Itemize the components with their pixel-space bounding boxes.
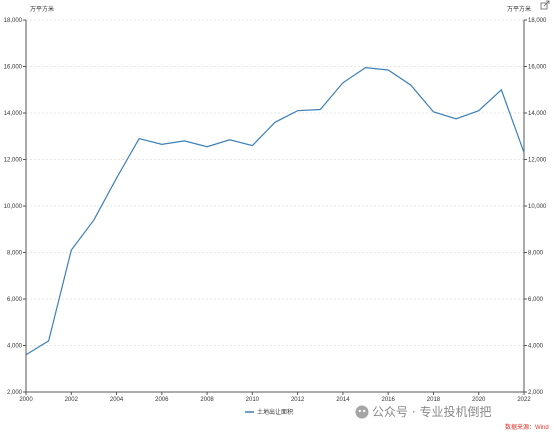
x-tick-label: 2002 [65, 397, 79, 403]
legend-label: 土地出让面积 [257, 408, 293, 416]
y-tick-label-right: 12,000 [528, 158, 547, 164]
y-tick-label-left: 16,000 [4, 65, 23, 71]
y-tick-label-left: 10,000 [4, 204, 23, 210]
y-tick-label-right: 10,000 [528, 204, 547, 210]
y-tick-label-left: 8,000 [7, 251, 23, 257]
y-tick-label-right: 8,000 [528, 251, 544, 257]
x-tick-label: 2004 [110, 397, 124, 403]
axes [23, 19, 527, 395]
source-note: 数据来源：Wind [505, 423, 549, 431]
y-tick-label-right: 16,000 [528, 65, 547, 71]
x-tick-label: 2012 [291, 397, 305, 403]
grid [26, 19, 524, 346]
x-tick-label: 2014 [336, 397, 350, 403]
watermark-icon [355, 405, 369, 419]
export-icon[interactable] [540, 0, 550, 10]
x-tick-label: 2020 [472, 397, 486, 403]
y-tick-label-left: 12,000 [4, 158, 23, 164]
y-tick-label-right: 4,000 [528, 344, 544, 350]
y-tick-label-right: 18,000 [528, 18, 547, 24]
x-tick-label: 2000 [19, 397, 33, 403]
legend[interactable]: 土地出让面积 [245, 408, 293, 416]
y-axis-unit-left: 万平方米 [30, 5, 54, 13]
y-tick-label-left: 2,000 [7, 390, 23, 396]
x-tick-label: 2022 [517, 397, 531, 403]
y-tick-label-right: 2,000 [528, 390, 544, 396]
y-tick-label-right: 6,000 [528, 297, 544, 303]
tick-labels: 2,000 2,000 4,000 4,000 6,000 6,000 8,000 8,000… [4, 18, 547, 403]
watermark-text: 公众号 · 专业投机倒把 [372, 404, 491, 419]
y-axis-unit-right: 万平方米 [507, 5, 531, 13]
y-tick-label-right: 14,000 [528, 111, 547, 117]
x-tick-label: 2010 [246, 397, 260, 403]
series-layer [25, 67, 525, 356]
y-tick-label-left: 18,000 [4, 18, 23, 24]
x-tick-label: 2008 [200, 397, 214, 403]
x-tick-label: 2016 [382, 397, 396, 403]
y-tick-label-left: 14,000 [4, 111, 23, 117]
x-tick-label: 2018 [427, 397, 441, 403]
y-tick-label-left: 6,000 [7, 297, 23, 303]
x-tick-label: 2006 [155, 397, 169, 403]
series-line [25, 67, 525, 356]
y-tick-label-left: 4,000 [7, 344, 23, 350]
watermark: 公众号 · 专业投机倒把 [355, 404, 491, 419]
